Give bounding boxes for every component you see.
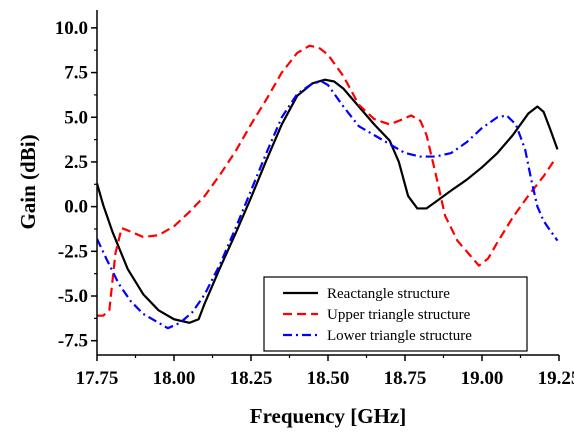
x-tick-label: 18.75 bbox=[384, 368, 427, 389]
legend-label-2: Upper triangle structure bbox=[327, 307, 471, 323]
series-layer bbox=[97, 44, 559, 330]
x-tick-label: 17.75 bbox=[76, 368, 119, 389]
y-tick-label: -2.5 bbox=[58, 241, 88, 262]
y-tick-label: -5.0 bbox=[58, 286, 88, 307]
y-tick-label: 2.5 bbox=[64, 152, 88, 173]
y-tick-label: 0.0 bbox=[64, 197, 88, 218]
series-line-2 bbox=[97, 44, 556, 317]
x-tick-label: 19.25 bbox=[538, 368, 574, 389]
y-tick-label: 7.5 bbox=[64, 63, 88, 84]
series-line-3 bbox=[97, 80, 559, 330]
x-tick-label: 18.50 bbox=[307, 368, 350, 389]
x-tick-label: 19.00 bbox=[461, 368, 504, 389]
series-line-1 bbox=[97, 78, 559, 324]
legend-label-1: Reactangle structure bbox=[327, 286, 450, 302]
x-tick-label: 18.00 bbox=[153, 368, 196, 389]
y-tick-label: -7.5 bbox=[58, 331, 88, 352]
x-axis-title: Frequency [GHz] bbox=[250, 404, 407, 428]
y-tick-label: 10.0 bbox=[55, 18, 88, 39]
axes: 10.0 7.5 5.0 2.5 0.0 -2.5 -5.0 -7.5 17.75 18.00 18… bbox=[55, 10, 574, 389]
legend: Reactangle structure Upper triangle struc… bbox=[263, 276, 528, 352]
y-tick-label: 5.0 bbox=[64, 107, 88, 128]
y-axis-title: Gain (dBi) bbox=[16, 134, 40, 229]
x-tick-label: 18.25 bbox=[230, 368, 273, 389]
legend-box bbox=[263, 276, 528, 352]
legend-label-3: Lower triangle structure bbox=[327, 328, 472, 344]
